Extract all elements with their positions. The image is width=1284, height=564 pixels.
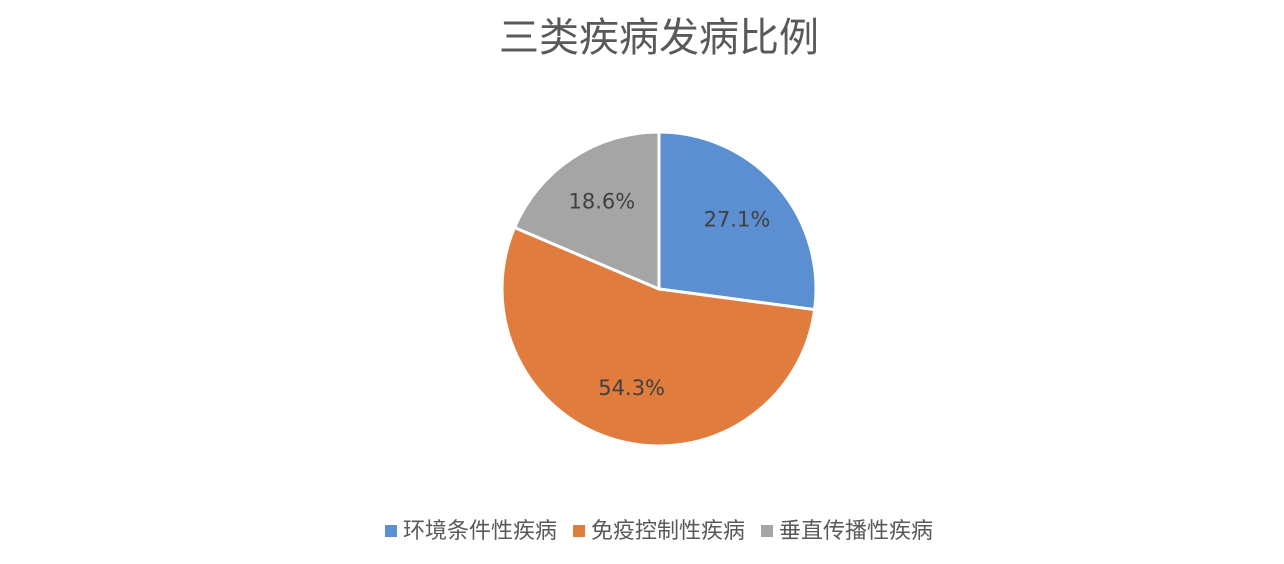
legend-label: 免疫控制性疾病 bbox=[591, 519, 745, 544]
legend-swatch bbox=[572, 525, 585, 537]
legend-swatch bbox=[761, 525, 774, 537]
pie-slice bbox=[657, 130, 818, 312]
data-label: 27.1% bbox=[704, 208, 771, 232]
data-label: 18.6% bbox=[568, 190, 635, 214]
legend-label: 环境条件性疾病 bbox=[403, 519, 557, 544]
chart-title: 三类疾病发病比例 bbox=[499, 15, 819, 61]
pie-slice bbox=[500, 225, 817, 448]
legend-label: 垂直传播性疾病 bbox=[779, 519, 933, 544]
legend-swatch bbox=[384, 525, 397, 537]
pie-slice bbox=[512, 130, 661, 292]
data-label: 54.3% bbox=[598, 376, 665, 400]
